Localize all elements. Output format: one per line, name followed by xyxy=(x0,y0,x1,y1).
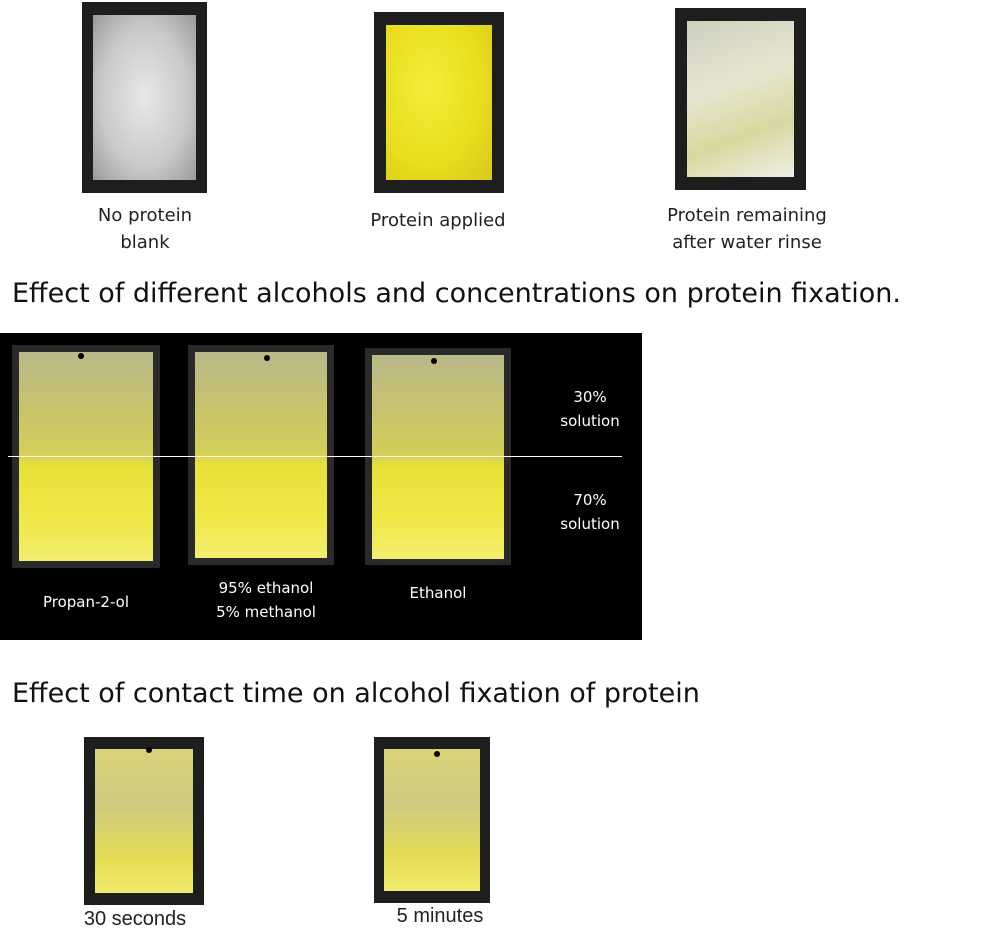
label-line: 5% methanol xyxy=(216,603,316,621)
label-line: 5 minutes xyxy=(396,905,484,927)
label-line: 95% ethanol xyxy=(218,579,314,597)
photo-blank xyxy=(82,2,207,193)
concentration-label: 30% solution xyxy=(560,385,619,433)
section-title: Effect of contact time on alcohol fixati… xyxy=(12,678,700,709)
panel-label: No protein blank xyxy=(98,202,192,256)
slide xyxy=(188,345,334,565)
label-line: 30 seconds xyxy=(83,908,187,930)
label-line: No protein xyxy=(97,205,193,226)
panel-label: 5 minutes xyxy=(397,903,484,930)
label-line: Protein remaining xyxy=(667,205,827,226)
photo-30s xyxy=(84,737,204,905)
panel-label: 30 seconds xyxy=(84,906,186,930)
photo-protein-applied xyxy=(374,12,504,193)
photo-5min xyxy=(374,737,490,903)
label-line: blank xyxy=(120,232,170,253)
label-line: solution xyxy=(560,412,620,430)
label-line: solution xyxy=(560,515,620,533)
panel-label: Propan-2-ol xyxy=(43,590,129,614)
alcohol-panel: 30% solution 70% solution Propan-2-ol 95… xyxy=(0,333,642,640)
section-title: Effect of different alcohols and concent… xyxy=(12,278,901,309)
label-line: 70% xyxy=(573,491,607,509)
panel-label: Protein applied xyxy=(370,207,505,234)
divider xyxy=(8,456,622,457)
panel-label: Protein remaining after water rinse xyxy=(667,202,827,256)
label-line: after water rinse xyxy=(672,232,822,253)
label-line: 30% xyxy=(573,388,607,406)
label-line: Ethanol xyxy=(409,584,467,602)
photo-after-rinse xyxy=(675,8,806,190)
concentration-label: 70% solution xyxy=(560,488,619,536)
panel-label: 95% ethanol 5% methanol xyxy=(216,576,316,624)
label-line: Protein applied xyxy=(370,210,506,231)
panel-label: Ethanol xyxy=(410,581,467,605)
label-line: Propan-2-ol xyxy=(42,593,130,611)
